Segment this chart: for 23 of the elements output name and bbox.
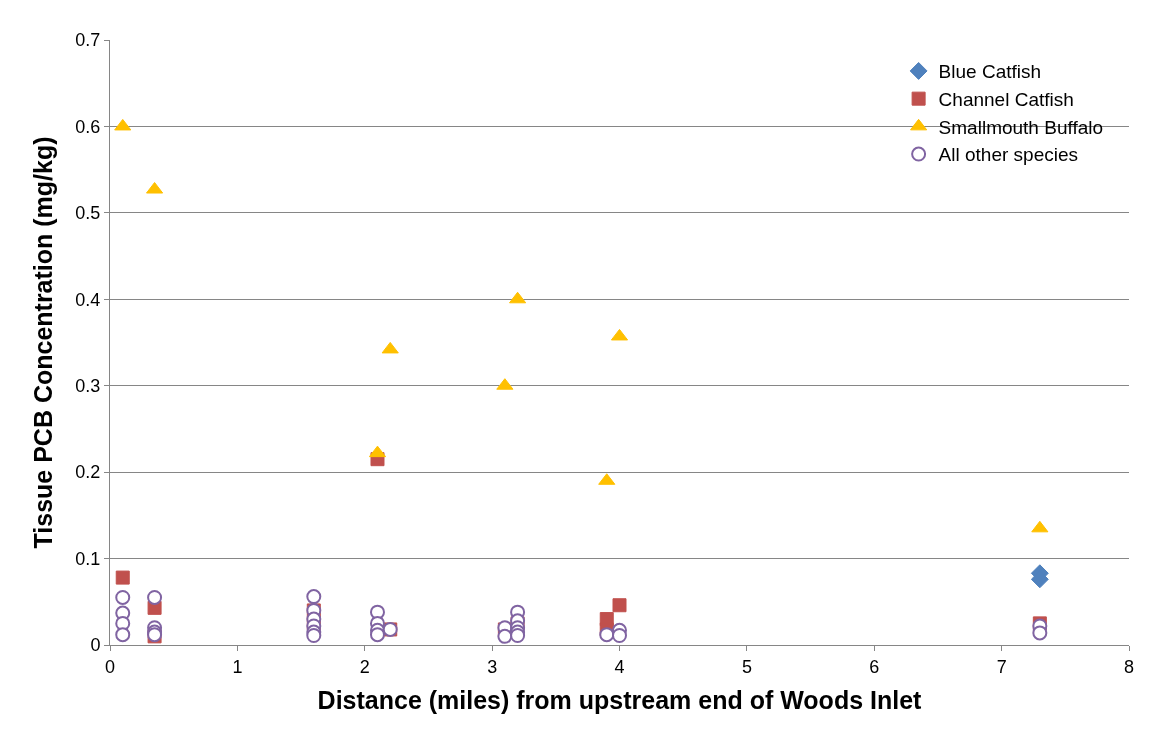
x-tick-label: 8 bbox=[1123, 656, 1135, 677]
legend-label: Blue Catfish bbox=[938, 61, 1042, 83]
y-tick-label: 0.1 bbox=[75, 548, 101, 569]
legend-label: Channel Catfish bbox=[938, 89, 1074, 111]
x-tick-label: 4 bbox=[614, 656, 625, 677]
x-tick-label: 6 bbox=[869, 656, 880, 677]
y-tick-label: 0.4 bbox=[75, 289, 101, 310]
x-tick-label: 7 bbox=[996, 656, 1007, 677]
y-tick-label: 0.2 bbox=[75, 462, 101, 483]
x-tick-label: 0 bbox=[104, 656, 116, 677]
y-tick-label: 0.6 bbox=[75, 116, 101, 137]
legend-label: Smallmouth Buffalo bbox=[938, 116, 1104, 138]
y-axis-title: Tissue PCB Concentration (mg/kg) bbox=[29, 136, 58, 549]
y-tick-label: 0.5 bbox=[75, 203, 101, 224]
x-axis-title: Distance (miles) from upstream end of Woods Inlet bbox=[317, 685, 923, 714]
y-tick-label: 0 bbox=[90, 635, 101, 656]
y-tick-label: 0.3 bbox=[75, 376, 101, 397]
x-tick-label: 3 bbox=[487, 656, 498, 677]
x-tick-label: 1 bbox=[232, 656, 243, 677]
legend-label: All other species bbox=[938, 144, 1079, 166]
y-tick-label: 0.7 bbox=[75, 30, 101, 51]
x-tick-label: 5 bbox=[741, 656, 752, 677]
x-tick-label: 2 bbox=[359, 656, 370, 677]
